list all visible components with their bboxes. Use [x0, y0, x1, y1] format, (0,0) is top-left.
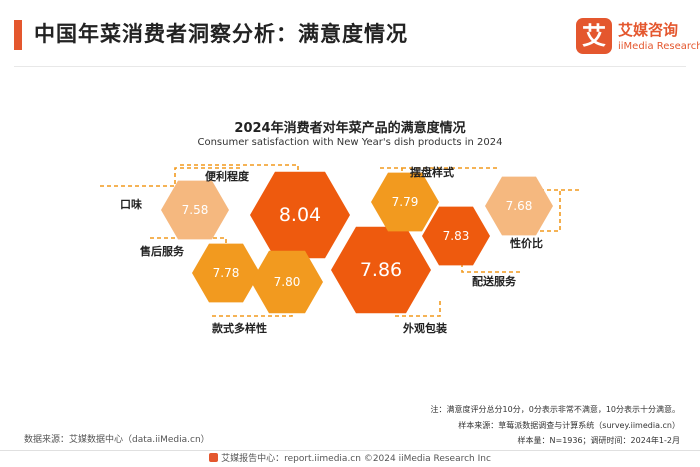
value-label-5: 7.79 [392, 195, 419, 209]
category-label-7: 性价比 [510, 236, 543, 250]
value-label-0: 7.58 [182, 203, 209, 217]
category-label-2: 售后服务 [139, 244, 185, 258]
category-label-6: 配送服务 [472, 274, 517, 288]
title-accent-bar [14, 20, 22, 50]
hexagon-6 [422, 206, 490, 266]
logo-cn-text: 艾媒咨询 [618, 21, 679, 39]
connector-3 [212, 302, 293, 317]
connector-6 [461, 263, 520, 273]
hexagon-1 [250, 171, 350, 259]
logo-mark-icon: 艾 [576, 18, 612, 54]
iimedia-logo: 艾 艾媒咨询 iiMedia Research [576, 18, 700, 58]
value-label-4: 7.86 [360, 259, 402, 281]
hexagon-3 [251, 250, 323, 314]
value-label-3: 7.80 [274, 275, 301, 289]
header-divider [14, 66, 686, 67]
data-source: 数据来源：艾媒数据中心（data.iiMedia.cn） [24, 435, 210, 445]
sample-source: 样本来源：草莓派数据调查与计算系统（survey.iimedia.cn） [458, 421, 680, 430]
value-label-2: 7.78 [213, 266, 240, 280]
sample-size: 样本量：N=1936；调研时间：2024年1-2月 [517, 436, 680, 445]
hexagon-7 [485, 176, 553, 236]
category-label-0: 口味 [120, 197, 142, 211]
hexagon-4 [331, 226, 431, 314]
page-header: 中国年菜消费者洞察分析：满意度情况 艾 艾媒咨询 iiMedia Researc… [0, 0, 700, 72]
value-label-6: 7.83 [443, 229, 470, 243]
connector-4 [395, 300, 441, 317]
chart-note: 注：满意度评分总分10分，0分表示非常不满意，10分表示十分满意。 [430, 405, 680, 414]
page-title: 中国年菜消费者洞察分析：满意度情况 [34, 22, 408, 46]
category-label-3: 款式多样性 [212, 321, 267, 335]
connector-0 [100, 167, 240, 187]
category-label-5: 摆盘样式 [410, 165, 454, 179]
hexagon-0 [161, 180, 229, 240]
value-label-7: 7.68 [506, 199, 533, 213]
value-label-1: 8.04 [279, 204, 321, 226]
footer-divider [0, 450, 700, 451]
hexagon-5 [371, 172, 439, 232]
category-label-1: 便利程度 [205, 169, 250, 183]
category-label-4: 外观包装 [402, 321, 447, 335]
logo-en-text: iiMedia Research [618, 41, 700, 52]
chart-title: 2024年消费者对年菜产品的满意度情况 [234, 121, 466, 136]
chart-subtitle: Consumer satisfaction with New Year's di… [197, 137, 503, 148]
hexagon-2 [192, 243, 260, 303]
footer-text: 艾媒报告中心：report.iimedia.cn ©2024 iiMedia R… [221, 454, 491, 464]
footer-logo-icon [209, 453, 219, 462]
footer: 艾媒报告中心：report.iimedia.cn ©2024 iiMedia R… [0, 452, 700, 467]
